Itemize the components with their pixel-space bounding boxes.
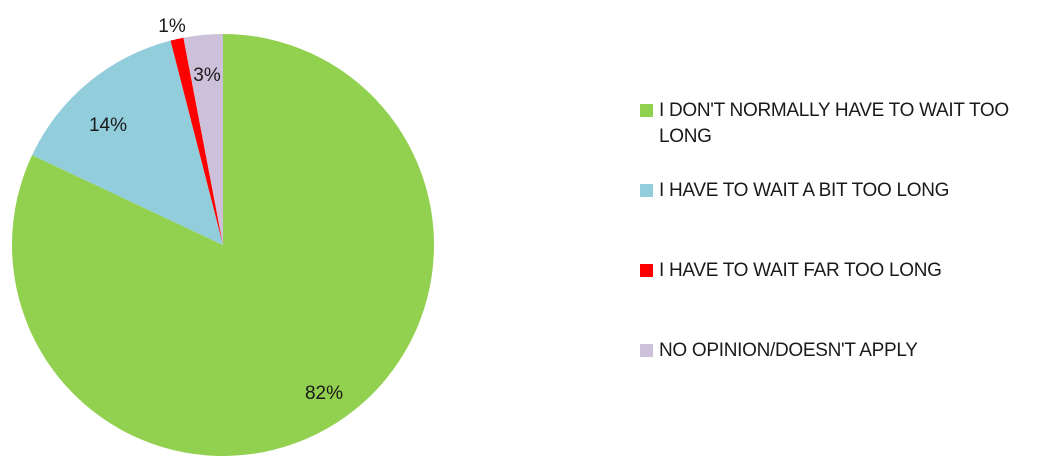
legend-item-bit-long: I HAVE TO WAIT A BIT TOO LONG bbox=[640, 178, 1050, 258]
legend-label-normally: I DON'T NORMALLY HAVE TO WAIT TOO LONG bbox=[659, 100, 1009, 147]
legend-item-normally: I DON'T NORMALLY HAVE TO WAIT TOO LONG bbox=[640, 98, 1050, 178]
pie-slice-no-opinion bbox=[183, 34, 223, 245]
pie-slice-bit-long bbox=[32, 40, 223, 245]
legend-swatch-no-opinion bbox=[640, 344, 653, 357]
legend-swatch-normally bbox=[640, 104, 653, 117]
pie-slice-normally bbox=[11, 34, 434, 456]
legend: I DON'T NORMALLY HAVE TO WAIT TOO LONG I … bbox=[640, 98, 1050, 418]
legend-label-far-long: I HAVE TO WAIT FAR TOO LONG bbox=[659, 260, 942, 281]
legend-item-far-long: I HAVE TO WAIT FAR TOO LONG bbox=[640, 258, 1050, 338]
legend-label-bit-long: I HAVE TO WAIT A BIT TOO LONG bbox=[659, 180, 950, 201]
pie-data-labels: 82% 14% 1% 3% bbox=[89, 16, 343, 404]
data-label-bit-long: 14% bbox=[89, 115, 127, 136]
legend-label-no-opinion: NO OPINION/DOESN'T APPLY bbox=[659, 340, 918, 361]
legend-swatch-far-long bbox=[640, 264, 653, 277]
data-label-no-opinion: 3% bbox=[193, 65, 221, 86]
legend-item-no-opinion: NO OPINION/DOESN'T APPLY bbox=[640, 338, 1050, 418]
pie-slices bbox=[11, 34, 434, 456]
data-label-normally: 82% bbox=[305, 383, 343, 404]
legend-swatch-bit-long bbox=[640, 184, 653, 197]
pie-slice-far-long bbox=[170, 37, 223, 245]
data-label-far-long: 1% bbox=[158, 16, 186, 37]
